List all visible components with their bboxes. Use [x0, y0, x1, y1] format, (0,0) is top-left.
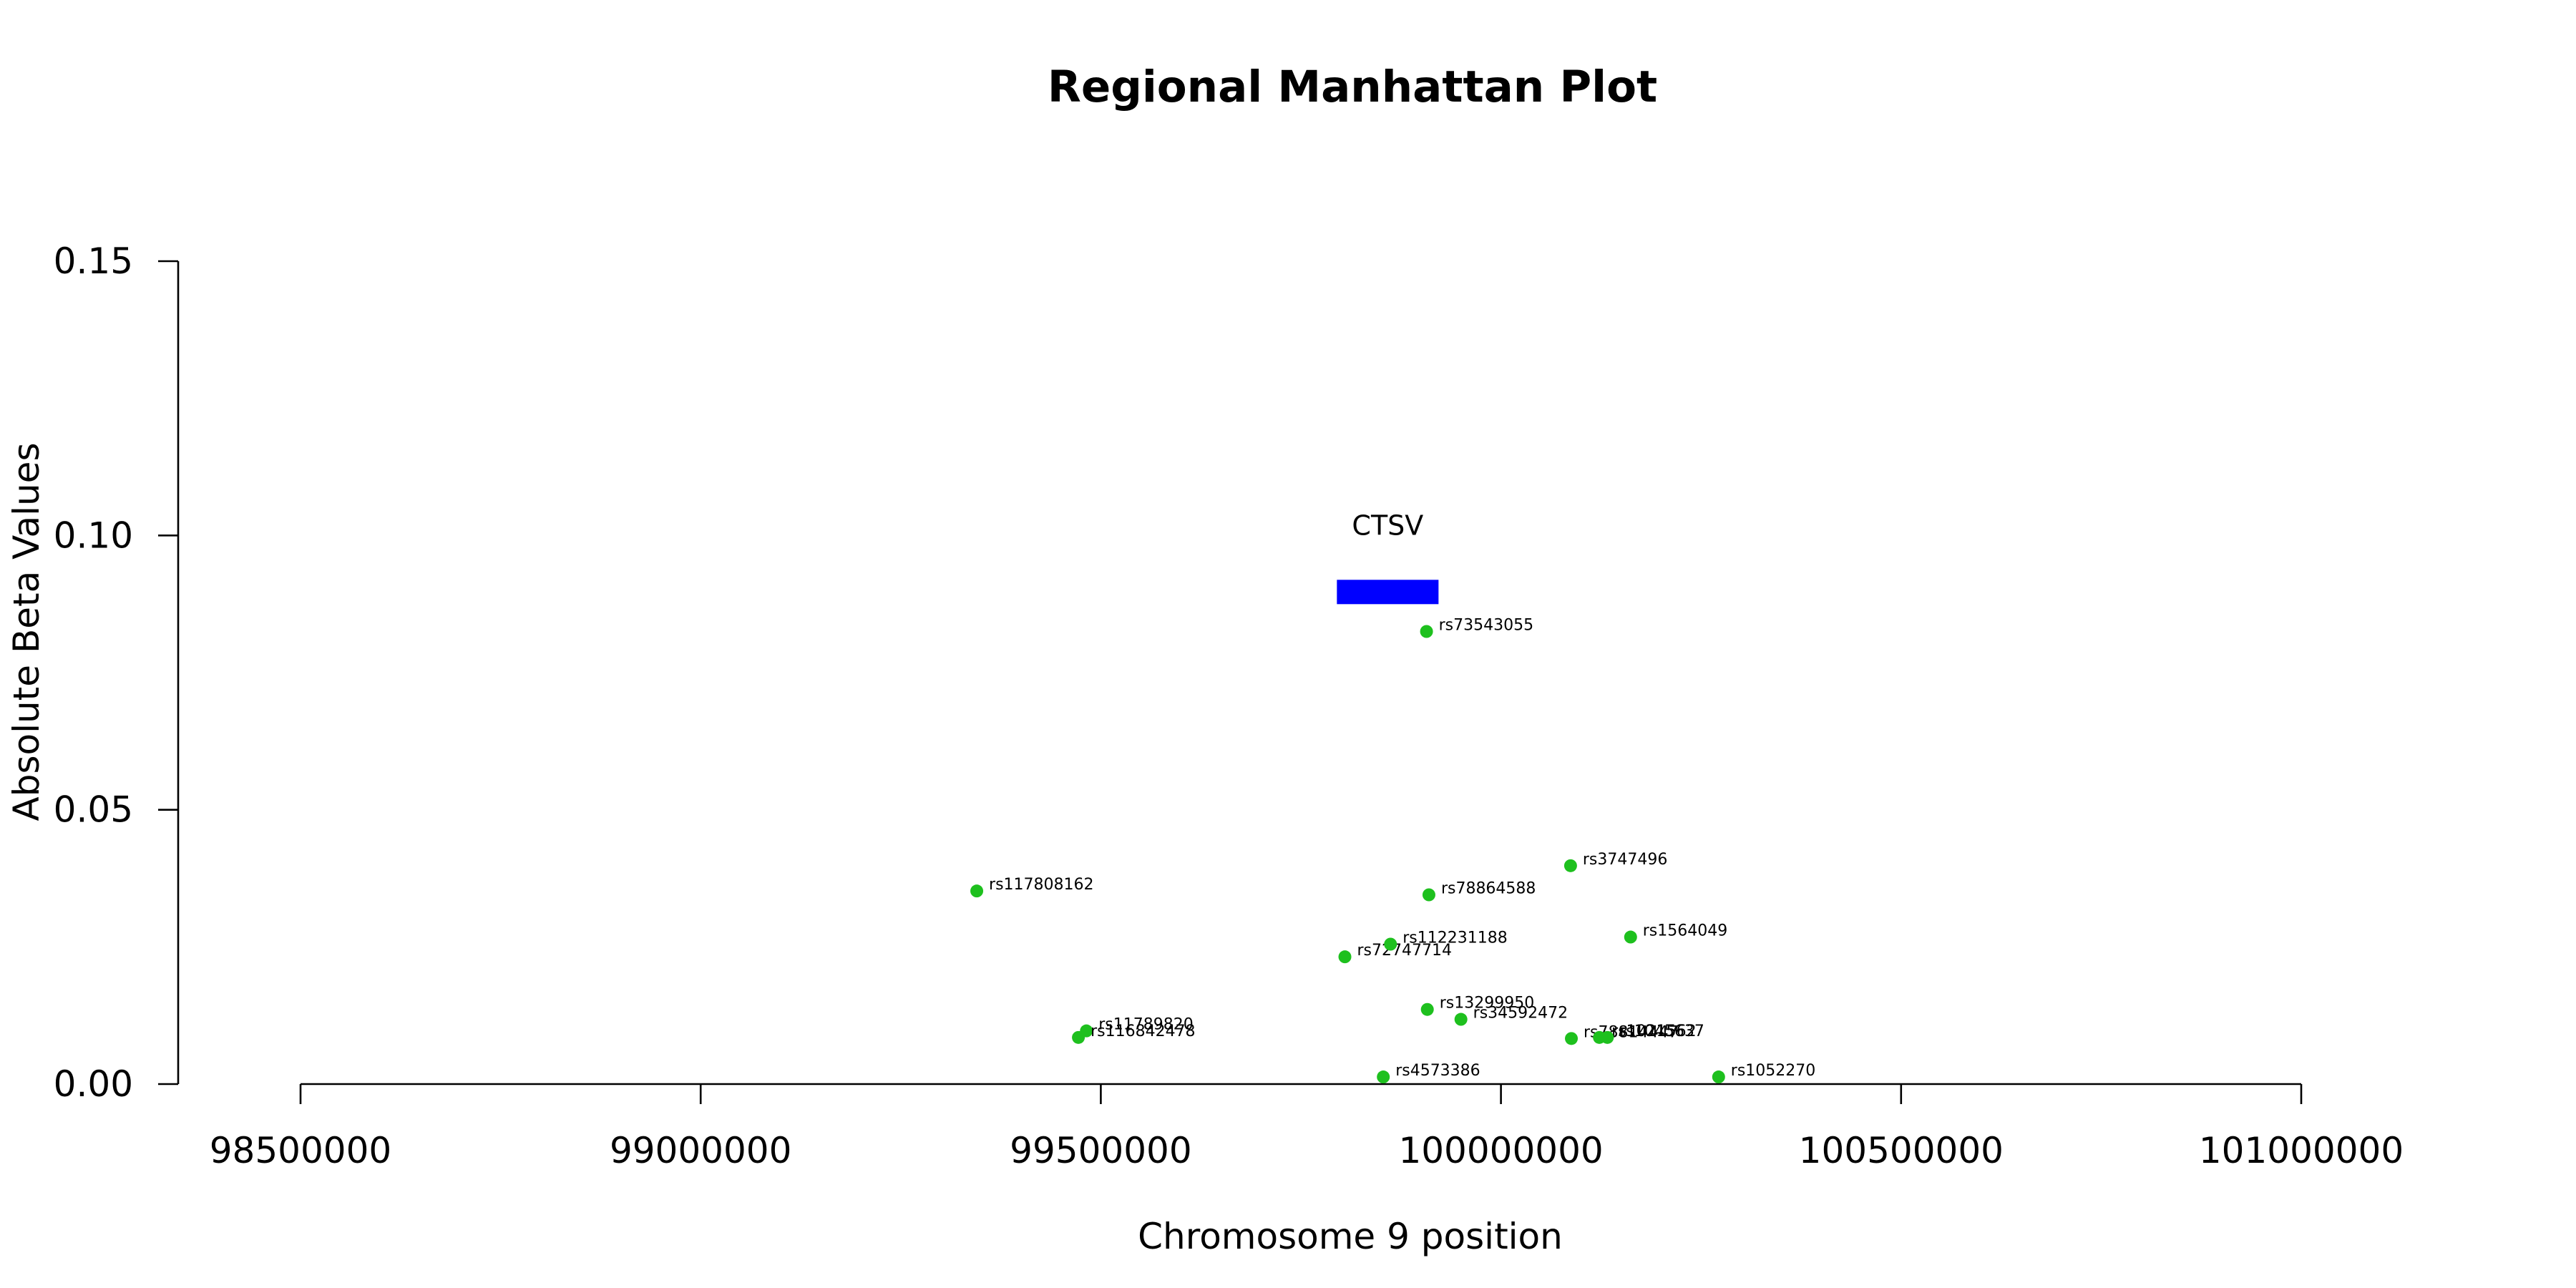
chart-title: Regional Manhattan Plot [1048, 62, 1657, 112]
snp-point [970, 884, 984, 898]
gene-label: CTSV [1352, 509, 1423, 541]
snp-label: rs72747714 [1357, 942, 1452, 960]
x-tick-label: 99000000 [610, 1130, 792, 1171]
snp-point [1072, 1030, 1085, 1044]
snp-label: rs13299950 [1440, 995, 1534, 1013]
snp-point [1454, 1013, 1468, 1026]
snp-label: rs112231188 [1402, 930, 1507, 947]
x-tick-label: 100000000 [1398, 1130, 1603, 1171]
y-axis-ticks: 0.00 0.05 0.10 0.15 [54, 240, 178, 1105]
y-tick-label: 0.00 [54, 1063, 133, 1105]
snp-label: rs1052270 [1731, 1062, 1816, 1080]
snp-point [1565, 1032, 1579, 1045]
snp-point [1601, 1030, 1614, 1044]
x-axis-ticks: 98500000 99000000 99500000 100000000 1005000… [210, 1084, 2404, 1171]
snp-point [1563, 859, 1577, 872]
y-tick-label: 0.10 [54, 514, 133, 556]
snp-label: rs117808162 [989, 876, 1093, 894]
snp-point [1420, 1002, 1434, 1016]
x-tick-label: 98500000 [210, 1130, 392, 1171]
y-axis-label: Absolute Beta Values [6, 443, 47, 821]
snp-label: rs1564049 [1643, 922, 1728, 940]
snp-label: rs34592472 [1473, 1005, 1568, 1023]
snp-point [1338, 950, 1352, 964]
x-tick-label: 101000000 [2199, 1130, 2404, 1171]
snp-point [1422, 888, 1435, 902]
x-tick-label: 100500000 [1799, 1130, 2004, 1171]
snp-label: rs4573386 [1395, 1062, 1480, 1080]
snp-point [1624, 930, 1637, 944]
y-tick-label: 0.15 [54, 240, 133, 282]
snp-point [1420, 625, 1433, 638]
snp-point [1377, 1070, 1390, 1084]
y-tick-label: 0.05 [54, 789, 133, 831]
snp-label: rs1021562 [1611, 1023, 1697, 1040]
snp-label: rs73543055 [1439, 617, 1533, 635]
gene-bar [1337, 580, 1439, 605]
gene-track: CTSV [1337, 509, 1439, 605]
snp-label: rs3747496 [1583, 851, 1668, 869]
snp-label: rs78864588 [1441, 880, 1536, 898]
snp-label: rs116842478 [1091, 1023, 1195, 1040]
x-tick-label: 99500000 [1010, 1130, 1192, 1171]
snp-point [1712, 1070, 1725, 1084]
snp-label: rs1045637 [1619, 1023, 1704, 1040]
snp-label: rs11789820 [1098, 1016, 1193, 1034]
x-axis-label: Chromosome 9 position [1138, 1216, 1563, 1257]
snp-point [1384, 937, 1397, 951]
